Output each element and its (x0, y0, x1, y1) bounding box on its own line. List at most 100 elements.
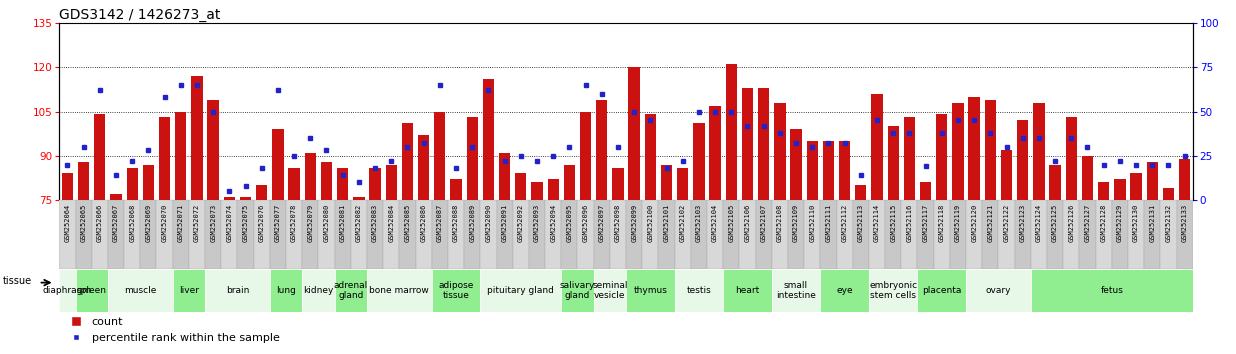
Bar (917, 269, 967, 312)
Bar (871, 94, 883, 200)
Text: GSM252093: GSM252093 (534, 204, 540, 242)
Bar (885, 200, 901, 269)
Text: thymus: thymus (633, 286, 667, 295)
Bar (370, 167, 381, 200)
Text: ovary: ovary (985, 286, 1011, 295)
Bar (221, 200, 237, 269)
Bar (62, 173, 73, 200)
Bar (399, 200, 415, 269)
Text: muscle: muscle (124, 286, 157, 295)
Bar (431, 269, 481, 312)
Bar (869, 269, 917, 312)
Bar (691, 200, 707, 269)
Bar (823, 141, 834, 200)
Text: diaphragm: diaphragm (43, 286, 91, 295)
Bar (952, 103, 964, 200)
Bar (627, 200, 643, 269)
Text: salivary
gland: salivary gland (560, 281, 596, 300)
Text: GSM252110: GSM252110 (810, 204, 816, 242)
Text: GSM252113: GSM252113 (858, 204, 864, 242)
Text: lung: lung (276, 286, 295, 295)
Text: GSM252073: GSM252073 (210, 204, 216, 242)
Bar (224, 197, 235, 200)
Text: GSM252133: GSM252133 (1182, 204, 1188, 242)
Text: GSM252078: GSM252078 (292, 204, 297, 242)
Bar (466, 118, 478, 200)
Text: GSM252097: GSM252097 (598, 204, 604, 242)
Text: GSM252121: GSM252121 (988, 204, 994, 242)
Bar (367, 200, 383, 269)
Bar (351, 200, 367, 269)
Bar (431, 200, 447, 269)
Bar (353, 197, 365, 200)
Bar (609, 200, 627, 269)
Bar (78, 162, 89, 200)
Bar (596, 100, 607, 200)
Text: GSM252085: GSM252085 (404, 204, 410, 242)
Text: small
intestine: small intestine (776, 281, 816, 300)
Bar (269, 269, 303, 312)
Bar (481, 200, 497, 269)
Bar (335, 200, 351, 269)
Text: GSM252118: GSM252118 (939, 204, 944, 242)
Bar (124, 200, 141, 269)
Bar (1017, 120, 1028, 200)
Bar (1079, 200, 1095, 269)
Bar (789, 200, 805, 269)
Bar (821, 269, 869, 312)
Text: heart: heart (735, 286, 760, 295)
Bar (1001, 150, 1012, 200)
Text: GSM252090: GSM252090 (486, 204, 492, 242)
Bar (643, 200, 659, 269)
Text: GSM252128: GSM252128 (1101, 204, 1106, 242)
Text: adrenal
gland: adrenal gland (334, 281, 368, 300)
Text: seminal
vesicle: seminal vesicle (592, 281, 628, 300)
Bar (561, 200, 577, 269)
Text: liver: liver (179, 286, 199, 295)
Text: GSM252065: GSM252065 (80, 204, 87, 242)
Bar (515, 173, 527, 200)
Bar (917, 200, 933, 269)
Bar (253, 200, 269, 269)
Bar (497, 200, 513, 269)
Text: GSM252105: GSM252105 (728, 204, 734, 242)
Text: GSM252100: GSM252100 (648, 204, 654, 242)
Bar (108, 269, 173, 312)
Bar (59, 269, 75, 312)
Bar (513, 200, 529, 269)
Bar (531, 182, 543, 200)
Bar (659, 200, 675, 269)
Bar (303, 269, 335, 312)
Bar (821, 200, 837, 269)
Bar (774, 103, 786, 200)
Bar (853, 200, 869, 269)
Text: GSM252068: GSM252068 (130, 204, 135, 242)
Bar (707, 200, 723, 269)
Bar (612, 167, 624, 200)
Bar (1131, 173, 1142, 200)
Bar (628, 67, 640, 200)
Bar (1128, 200, 1145, 269)
Bar (176, 112, 187, 200)
Bar (677, 167, 688, 200)
Text: kidney: kidney (303, 286, 334, 295)
Bar (580, 112, 591, 200)
Bar (1031, 269, 1193, 312)
Bar (237, 200, 253, 269)
Bar (1049, 165, 1060, 200)
Text: GSM252084: GSM252084 (388, 204, 394, 242)
Bar (1031, 200, 1047, 269)
Text: pituitary gland: pituitary gland (487, 286, 554, 295)
Text: GSM252080: GSM252080 (324, 204, 330, 242)
Bar (240, 197, 251, 200)
Bar (192, 76, 203, 200)
Bar (141, 200, 157, 269)
Text: GSM252122: GSM252122 (1004, 204, 1010, 242)
Text: GSM252074: GSM252074 (226, 204, 232, 242)
Bar (1114, 179, 1126, 200)
Bar (208, 100, 219, 200)
Bar (1145, 200, 1161, 269)
Legend: count, percentile rank within the sample: count, percentile rank within the sample (64, 317, 279, 343)
Text: GSM252066: GSM252066 (96, 204, 103, 242)
Bar (1082, 156, 1093, 200)
